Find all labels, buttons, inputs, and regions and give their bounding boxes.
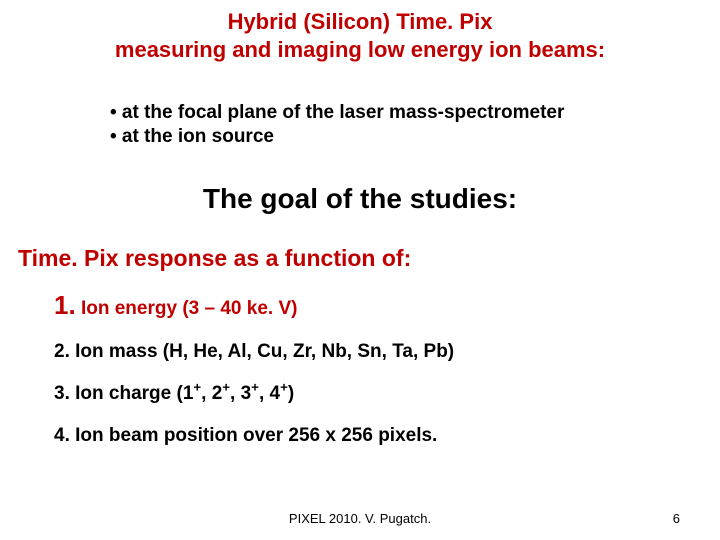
item-text: Ion charge (1+, 2+, 3+, 4+)	[75, 383, 294, 404]
item-text: Ion beam position over 256 x 256 pixels.	[75, 425, 437, 446]
title-line-2: measuring and imaging low energy ion bea…	[115, 37, 605, 62]
bullet-ion-source: • at the ion source	[110, 125, 720, 149]
item-number: 3.	[54, 383, 70, 405]
item-text: Ion mass (H, He, Al, Cu, Zr, Nb, Sn, Ta,…	[75, 341, 454, 362]
goal-heading: The goal of the studies:	[0, 183, 720, 215]
context-bullets: • at the focal plane of the laser mass-s…	[110, 101, 720, 149]
footer-credit: PIXEL 2010. V. Pugatch.	[0, 511, 720, 526]
list-item-charge: 3. Ion charge (1+, 2+, 3+, 4+)	[54, 383, 720, 405]
page-number: 6	[673, 511, 680, 526]
response-subheading: Time. Pix response as a function of:	[18, 245, 720, 272]
item-number: 1.	[54, 290, 76, 321]
list-item-mass: 2. Ion mass (H, He, Al, Cu, Zr, Nb, Sn, …	[54, 341, 720, 363]
item-number: 2.	[54, 341, 70, 363]
title-line-1: Hybrid (Silicon) Time. Pix	[228, 9, 493, 34]
list-item-energy: 1. Ion energy (3 – 40 ke. V)	[54, 290, 720, 321]
parameters-list: 1. Ion energy (3 – 40 ke. V) 2. Ion mass…	[54, 290, 720, 447]
list-item-position: 4. Ion beam position over 256 x 256 pixe…	[54, 425, 720, 447]
item-text: Ion energy (3 – 40 ke. V)	[81, 298, 297, 319]
bullet-focal-plane: • at the focal plane of the laser mass-s…	[110, 101, 720, 125]
slide-title: Hybrid (Silicon) Time. Pix measuring and…	[0, 0, 720, 63]
item-number: 4.	[54, 425, 70, 447]
